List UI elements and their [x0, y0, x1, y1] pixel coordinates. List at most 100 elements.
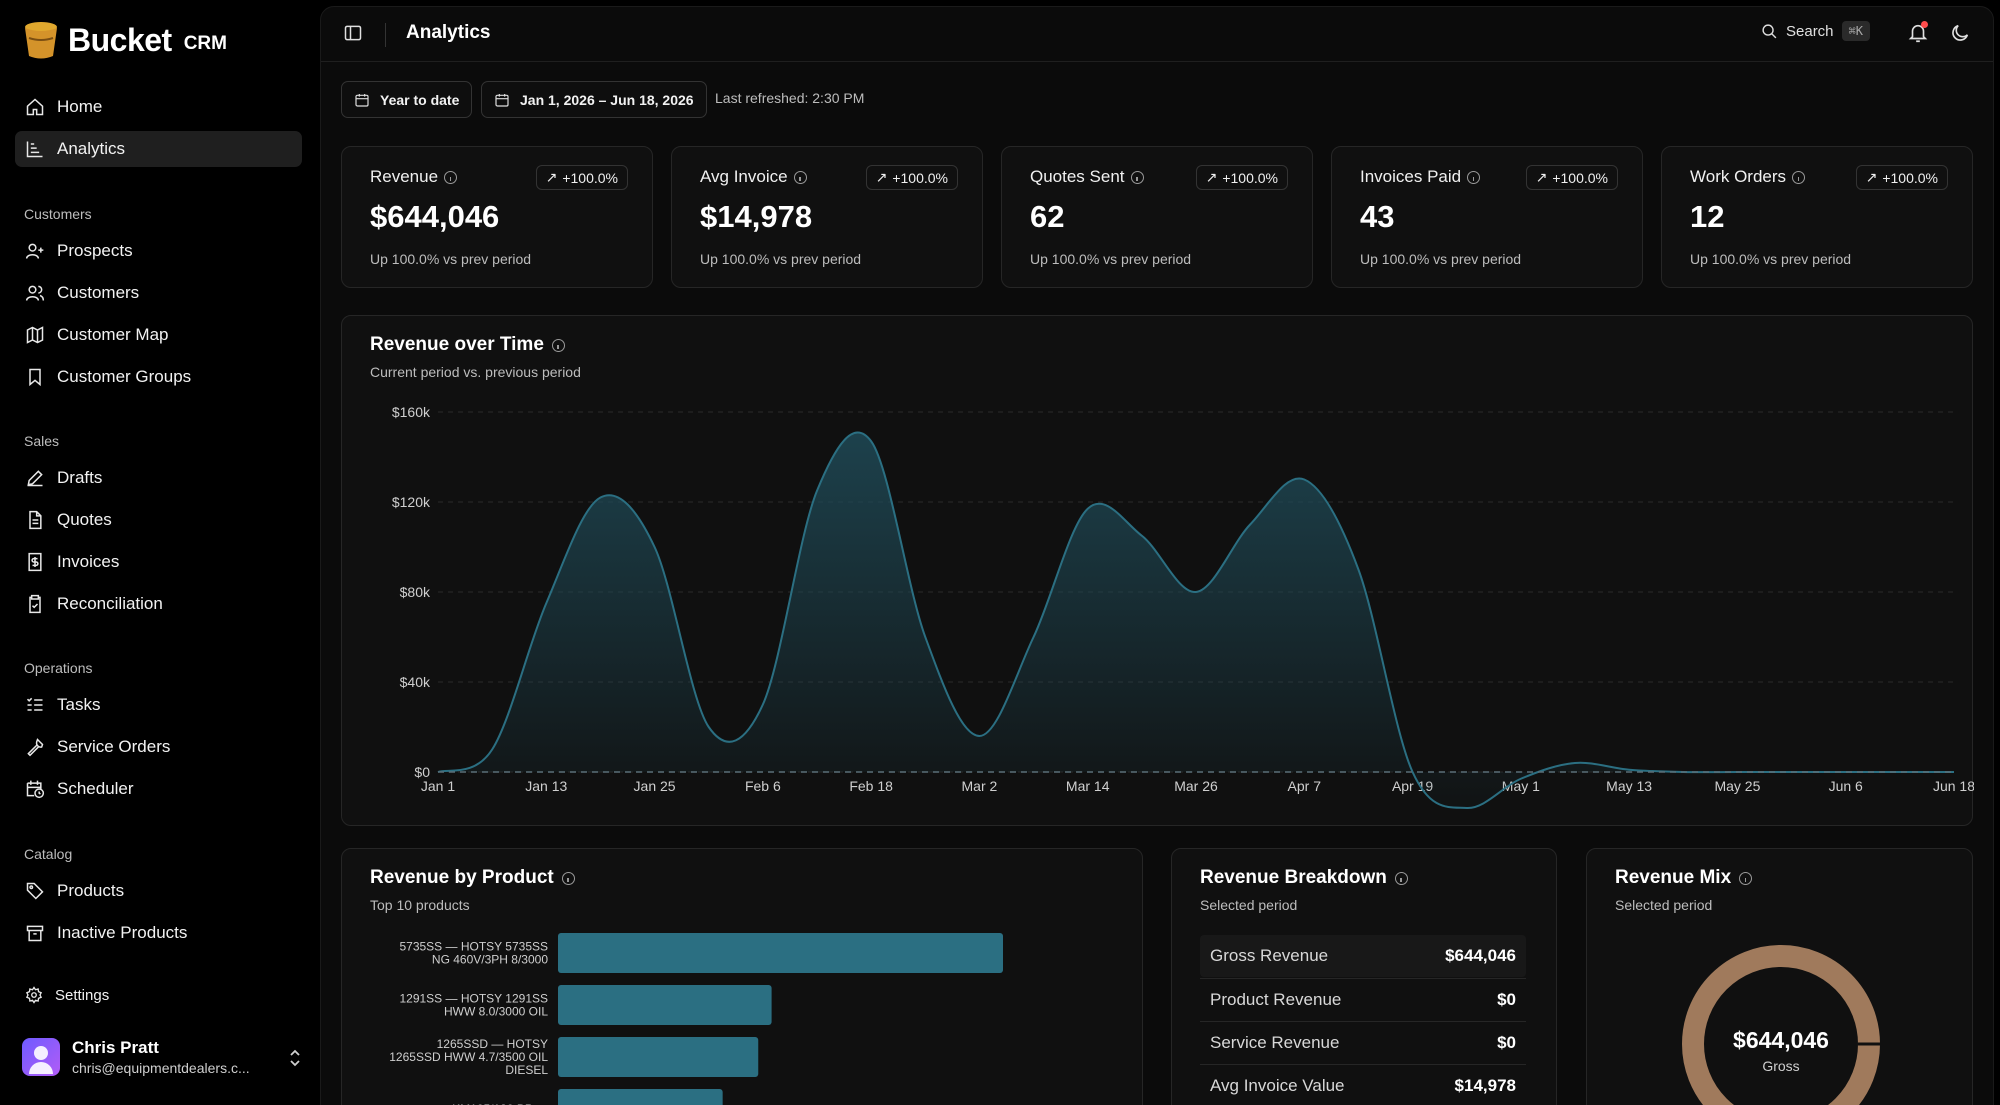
nav-customer-map-label: Customer Map — [57, 325, 169, 344]
nav-home[interactable]: Home — [15, 89, 302, 125]
info-icon[interactable] — [1792, 170, 1806, 184]
nav-customer-groups-label: Customer Groups — [57, 367, 192, 386]
brand-logo[interactable]: Bucket CRM — [22, 20, 227, 60]
breakdown-row: Gross Revenue $644,046 — [1200, 935, 1526, 977]
kpi-value: $14,978 — [700, 199, 813, 234]
kpi-change: +100.0% — [892, 169, 948, 186]
x-tick-label: Mar 2 — [962, 778, 998, 794]
nav-products[interactable]: Products — [15, 873, 302, 909]
nav-inactive-products[interactable]: Inactive Products — [15, 915, 302, 951]
bookmark-icon — [29, 368, 41, 387]
breakdown-value: $0 — [1497, 1032, 1516, 1052]
nav-customers[interactable]: Customers — [15, 275, 302, 311]
breakdown-title: Revenue Breakdown — [1200, 867, 1387, 888]
kpi-value: 43 — [1360, 199, 1395, 234]
nav-home-label: Home — [57, 97, 103, 116]
info-icon[interactable] — [1130, 170, 1144, 184]
info-icon[interactable] — [1467, 170, 1481, 184]
user-email: chris@equipmentdealers.c... — [72, 1060, 250, 1076]
breakdown-label: Service Revenue — [1210, 1032, 1340, 1052]
kpi-change: +100.0% — [1222, 169, 1278, 186]
revenue-area — [438, 432, 1954, 809]
x-tick-label: Jun 6 — [1829, 778, 1863, 794]
x-tick-label: Feb 18 — [849, 778, 893, 794]
info-icon[interactable] — [561, 871, 575, 885]
revenue-area-chart[interactable]: $0 $40k $80k $120k $160k Jan 1 Jan 13 Jan 25 Feb… — [342, 316, 1974, 827]
period-select[interactable]: Year to date — [341, 81, 473, 118]
chevron-up-down-icon — [290, 1049, 300, 1067]
nav-tasks[interactable]: Tasks — [15, 687, 302, 723]
bell-icon[interactable] — [1907, 22, 1929, 44]
info-icon[interactable] — [1394, 871, 1408, 885]
revenue-over-time-card: Revenue over Time Current period vs. pre… — [341, 315, 1974, 827]
info-icon[interactable] — [793, 170, 807, 184]
kpi-label: Revenue — [370, 167, 439, 186]
map-icon — [26, 326, 44, 344]
kpi-sub: Up 100.0% vs prev period — [700, 251, 862, 267]
date-range-label: Jan 1, 2026 – Jun 18, 2026 — [520, 91, 694, 108]
nav-customers-label: Customers — [57, 283, 140, 302]
page-title: Analytics — [406, 22, 491, 43]
search-button[interactable]: Search ⌘K — [1761, 21, 1870, 41]
calendar-clock-icon — [26, 780, 45, 799]
nav-service-orders[interactable]: Service Orders — [15, 729, 302, 765]
product-bar — [558, 933, 1003, 973]
wrench-icon — [27, 738, 44, 757]
nav-reconciliation[interactable]: Reconciliation — [15, 586, 302, 622]
nav-scheduler[interactable]: Scheduler — [15, 771, 302, 807]
change-badge: ↗ +100.0% — [535, 165, 628, 190]
chart-title: Revenue by Product — [370, 867, 554, 888]
moon-icon[interactable] — [1949, 22, 1971, 44]
section-sales: Sales — [24, 433, 60, 449]
nav-quotes[interactable]: Quotes — [15, 502, 302, 538]
brand-suffix: CRM — [183, 33, 227, 54]
breakdown-row: Avg Invoice Value $14,978 — [1200, 1064, 1526, 1105]
main-panel: Analytics Search ⌘K Year to date Jan 1, … — [320, 6, 1994, 1105]
date-range-picker[interactable]: Jan 1, 2026 – Jun 18, 2026 — [481, 81, 707, 118]
product-label: 1291SS — HOTSY 1291SS — [399, 992, 548, 1006]
breakdown-label: Gross Revenue — [1210, 946, 1329, 965]
nav-inactive-products-label: Inactive Products — [57, 923, 188, 942]
sidebar: Bucket CRM Home Analytics Customers Pros… — [0, 0, 320, 1105]
nav-products-label: Products — [57, 881, 125, 900]
nav-customer-map[interactable]: Customer Map — [15, 317, 302, 353]
info-icon[interactable] — [1739, 871, 1753, 885]
kpi-label: Avg Invoice — [700, 167, 788, 186]
x-tick-label: Jan 1 — [421, 778, 455, 794]
info-icon[interactable] — [444, 170, 458, 184]
nav-settings[interactable]: Settings — [15, 977, 302, 1013]
nav-invoices[interactable]: Invoices — [15, 544, 302, 580]
revenue-mix-card: Revenue Mix Selected period $644,046 Gro… — [1586, 848, 1973, 1105]
sidebar-toggle-icon[interactable] — [343, 23, 363, 43]
x-tick-label: Jun 18 — [1933, 778, 1974, 794]
info-icon[interactable] — [551, 338, 565, 352]
trend-up-icon: ↗ — [875, 169, 888, 185]
nav-invoices-label: Invoices — [57, 552, 120, 571]
change-badge: ↗ +100.0% — [865, 165, 958, 190]
kpi-value: 62 — [1030, 199, 1065, 234]
topbar-divider — [385, 23, 386, 47]
notification-dot — [1921, 21, 1928, 28]
nav-drafts[interactable]: Drafts — [15, 460, 302, 496]
nav-analytics[interactable]: Analytics — [15, 131, 302, 167]
kpi-change: +100.0% — [562, 169, 618, 186]
breakdown-value: $14,978 — [1454, 1075, 1516, 1095]
topbar: Analytics Search ⌘K — [321, 7, 1993, 62]
kpi-sub: Up 100.0% vs prev period — [1030, 251, 1192, 267]
change-badge: ↗ +100.0% — [1195, 165, 1288, 190]
kpi-sub: Up 100.0% vs prev period — [1360, 251, 1522, 267]
document-icon — [29, 510, 42, 530]
breakdown-row: Service Revenue $0 — [1200, 1021, 1526, 1063]
x-tick-label: Apr 7 — [1288, 778, 1322, 794]
x-tick-label: Jan 25 — [634, 778, 676, 794]
y-tick-label: $120k — [392, 494, 431, 510]
product-bar — [558, 1037, 759, 1077]
revenue-mix-donut[interactable]: $644,046 Gross — [1587, 849, 1974, 1105]
section-catalog: Catalog — [24, 846, 73, 862]
user-menu[interactable]: Chris Pratt chris@equipmentdealers.c... — [22, 1038, 302, 1076]
gear-icon — [25, 986, 43, 1004]
nav-prospects[interactable]: Prospects — [15, 233, 302, 269]
nav-customer-groups[interactable]: Customer Groups — [15, 359, 302, 395]
trend-up-icon: ↗ — [1865, 169, 1878, 185]
